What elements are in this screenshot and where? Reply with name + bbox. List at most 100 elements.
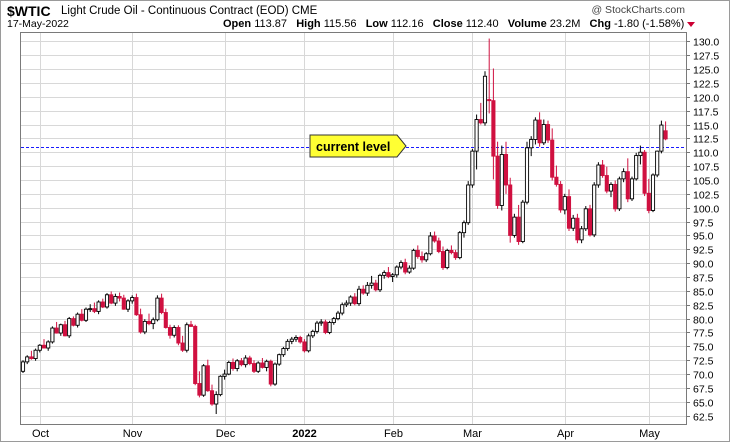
candle [37,344,42,353]
high-value: 115.56 [323,18,357,30]
candle [487,38,492,114]
candle-body [613,183,618,210]
candle-body [638,151,643,157]
candle [348,295,353,306]
candle [235,359,240,372]
candle-body [503,154,509,186]
candle [659,120,664,154]
candle [537,112,542,147]
candle-body [251,363,257,372]
y-tick-label: 117.5 [693,107,719,119]
candle [344,300,349,307]
candle [29,350,34,360]
x-tick-label: Mar [463,428,482,440]
x-tick-label: Nov [123,428,143,440]
candle [75,312,80,328]
y-tick-label: 100.0 [693,204,719,216]
candle [54,321,59,334]
candle [495,141,500,209]
candle-body [424,253,429,261]
plot-border [20,32,687,425]
chg-label: Chg [589,18,611,30]
candle-body [327,322,332,333]
candle-body [390,274,395,277]
candle-body [159,297,164,313]
candle [554,165,559,187]
candle [419,251,425,263]
candle [587,204,593,237]
candle [142,319,147,335]
candle [62,320,68,337]
candle [331,316,336,325]
candle-body [134,297,139,316]
candle [218,375,223,397]
candle-body [655,150,660,176]
candle-body [285,340,290,350]
candle-body [579,228,584,241]
symbol-label: $WTIC [7,3,51,19]
candle [109,291,114,305]
candle [302,339,307,353]
candle-body [352,296,357,305]
candle [167,324,173,339]
candle [151,317,156,330]
candle [466,181,471,225]
candle [277,353,282,366]
candle-body [268,360,273,385]
volume-value: 23.2M [549,18,581,30]
y-tick-label: 67.5 [693,384,714,396]
candle [222,369,227,380]
candle-body [642,151,647,194]
close-value: 112.40 [465,18,499,30]
candle [663,121,668,141]
candle-body [516,216,521,242]
candle [67,316,72,339]
candle-body [487,99,492,102]
candle [272,362,278,386]
y-tick-label: 85.0 [693,287,714,299]
y-tick-label: 127.5 [693,51,719,63]
candle [386,267,391,279]
candle-body [71,318,76,326]
x-tick-label: May [639,428,660,440]
y-tick-label: 115.0 [693,121,719,133]
candle [193,324,198,386]
candle [592,182,597,238]
candle-body [239,360,244,366]
candle-body [293,337,299,340]
candle-body [575,217,580,241]
candle-body [520,201,525,242]
chg-value: -1.80 (-1.58%) [613,18,685,30]
candle [314,320,320,334]
candle-body [214,394,219,405]
candle-body [394,266,399,276]
candle [41,339,47,349]
candle [323,319,328,335]
y-tick-label: 107.5 [693,162,719,174]
candle [411,248,416,270]
candle-body [104,294,110,308]
candle-body [440,251,446,269]
candle-body [172,327,177,336]
candle-body [79,313,84,321]
candle-body [302,341,307,352]
low-label: Low [365,18,388,30]
candle-body [482,75,488,124]
x-tick-label: Feb [384,428,403,440]
candle-body [499,154,504,206]
candle-body [184,324,189,351]
y-tick-label: 112.5 [693,134,719,146]
candle [583,206,588,231]
candle-body [151,319,156,325]
candle-body [566,196,572,229]
candle [415,245,420,259]
candle-body [163,312,168,328]
candle [629,176,635,202]
y-tick-label: 130.0 [693,37,719,49]
candle-body [298,337,303,343]
candle [230,358,236,371]
y-tick-label: 70.0 [693,370,714,382]
candle-body [583,208,588,230]
